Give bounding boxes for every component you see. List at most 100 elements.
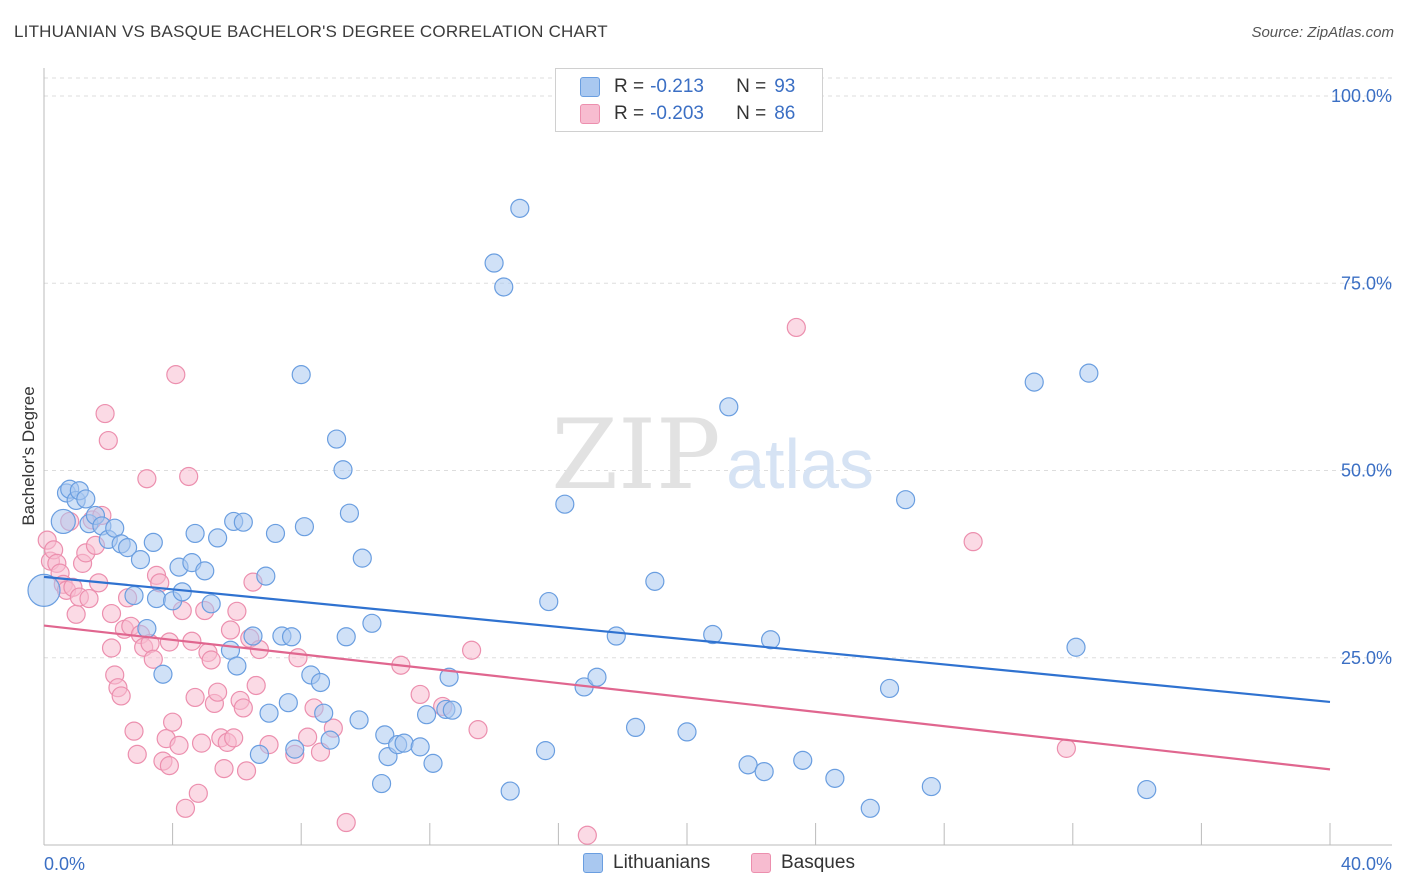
legend-r-label: R =: [614, 76, 645, 97]
point-lithuanians: [27, 573, 61, 607]
point-lithuanians: [423, 753, 443, 773]
legend-r-label: R =: [614, 103, 645, 124]
legend-label-lithuanians: Lithuanians: [613, 852, 711, 873]
point-lithuanians: [143, 532, 163, 553]
point-lithuanians: [201, 594, 221, 614]
point-basques: [224, 728, 244, 748]
point-lithuanians: [285, 739, 305, 759]
point-lithuanians: [310, 672, 331, 693]
legend-r-value: -0.203: [650, 103, 704, 124]
point-lithuanians: [1137, 779, 1157, 800]
point-basques: [220, 620, 241, 640]
point-basques: [124, 721, 144, 741]
series-basques-points: [37, 317, 1076, 845]
point-lithuanians: [146, 588, 167, 609]
point-lithuanians: [130, 550, 151, 570]
point-lithuanians: [677, 722, 697, 742]
legend-label-basques: Basques: [781, 852, 855, 873]
point-lithuanians: [243, 626, 263, 646]
chart-title: LITHUANIAN VS BASQUE BACHELOR'S DEGREE C…: [14, 22, 608, 41]
point-lithuanians: [587, 667, 607, 687]
watermark-atlas: atlas: [726, 425, 874, 503]
point-basques: [66, 604, 86, 624]
point-basques: [214, 759, 234, 779]
point-lithuanians: [227, 656, 247, 676]
point-lithuanians: [494, 277, 514, 297]
point-lithuanians: [153, 664, 173, 684]
watermark: ZIP atlas: [551, 399, 874, 511]
point-lithuanians: [535, 741, 556, 761]
point-lithuanians: [50, 508, 76, 535]
point-basques: [461, 640, 482, 660]
point-basques: [786, 317, 806, 338]
point-basques: [1056, 738, 1076, 758]
point-basques: [101, 638, 122, 658]
point-lithuanians: [281, 627, 302, 647]
point-lithuanians: [410, 737, 430, 757]
point-lithuanians: [233, 512, 253, 532]
point-basques: [236, 761, 257, 781]
point-basques: [169, 735, 189, 755]
legend-swatch-pink: [580, 104, 600, 124]
point-basques: [246, 675, 266, 696]
legend-r-value: -0.213: [650, 76, 704, 97]
source-label: Source: ZipAtlas.com: [1251, 24, 1394, 41]
point-lithuanians: [137, 618, 157, 639]
point-lithuanians: [291, 365, 311, 385]
point-lithuanians: [896, 490, 916, 510]
trend-line-lithuanians: [43, 575, 1331, 704]
point-basques: [410, 684, 430, 705]
point-lithuanians: [375, 725, 395, 745]
legend-swatch-blue: [580, 77, 600, 97]
point-basques: [163, 712, 183, 732]
point-basques: [159, 756, 179, 776]
point-basques: [201, 650, 221, 670]
point-lithuanians: [265, 523, 286, 544]
bottom-legend-lithuanians[interactable]: Lithuanians: [583, 852, 710, 874]
point-basques: [208, 682, 228, 702]
point-lithuanians: [645, 571, 665, 591]
point-basques: [175, 798, 196, 818]
point-lithuanians: [1024, 372, 1044, 392]
point-basques: [288, 648, 308, 668]
legend-row-basques: R = -0.203 N = 86: [580, 102, 795, 126]
point-lithuanians: [1066, 637, 1086, 657]
point-lithuanians: [416, 705, 437, 725]
point-lithuanians: [703, 624, 723, 645]
point-basques: [79, 588, 99, 609]
point-lithuanians: [439, 667, 459, 687]
bottom-legend-basques[interactable]: Basques: [751, 852, 855, 874]
point-lithuanians: [259, 703, 279, 723]
point-basques: [298, 727, 318, 747]
tick-labels: 25.0% 50.0% 75.0% 100.0% 0.0% 40.0%: [44, 86, 1392, 874]
point-basques: [336, 812, 356, 833]
point-basques: [577, 825, 597, 845]
legend-row-lithuanians: R = -0.213 N = 93: [580, 75, 795, 99]
point-basques: [188, 783, 208, 803]
axes: [43, 68, 1392, 846]
point-basques: [159, 632, 179, 652]
point-lithuanians: [76, 489, 96, 509]
point-lithuanians: [793, 750, 813, 770]
point-lithuanians: [124, 585, 144, 606]
point-lithuanians: [500, 781, 520, 801]
point-lithuanians: [294, 517, 315, 537]
legend-n-value: 86: [774, 103, 796, 124]
point-basques: [191, 733, 212, 753]
point-lithuanians: [860, 798, 880, 818]
point-lithuanians: [326, 429, 347, 449]
point-basques: [98, 430, 118, 451]
point-basques: [111, 686, 131, 706]
point-basques: [185, 687, 205, 708]
point-basques: [963, 532, 983, 552]
stats-legend: R = -0.213 N = 93 R = -0.203 N = 86: [555, 68, 823, 132]
point-lithuanians: [825, 768, 845, 788]
point-lithuanians: [352, 548, 372, 568]
point-lithuanians: [625, 717, 646, 738]
y-tick-label: 75.0%: [1341, 273, 1392, 293]
legend-swatch-pink: [751, 853, 771, 873]
point-lithuanians: [442, 700, 462, 720]
point-lithuanians: [510, 198, 530, 218]
point-lithuanians: [371, 773, 392, 794]
